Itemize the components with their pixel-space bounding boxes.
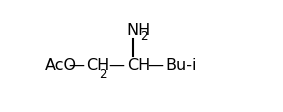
Text: 2: 2 [140,29,148,42]
Text: 2: 2 [99,67,107,80]
Text: —: — [68,58,84,73]
Text: CH: CH [127,58,151,73]
Text: AcO: AcO [45,58,77,73]
Text: CH: CH [86,58,109,73]
Text: —: — [108,58,124,73]
Text: Bu-i: Bu-i [166,58,197,73]
Text: NH: NH [127,23,151,38]
Text: —: — [147,58,163,73]
